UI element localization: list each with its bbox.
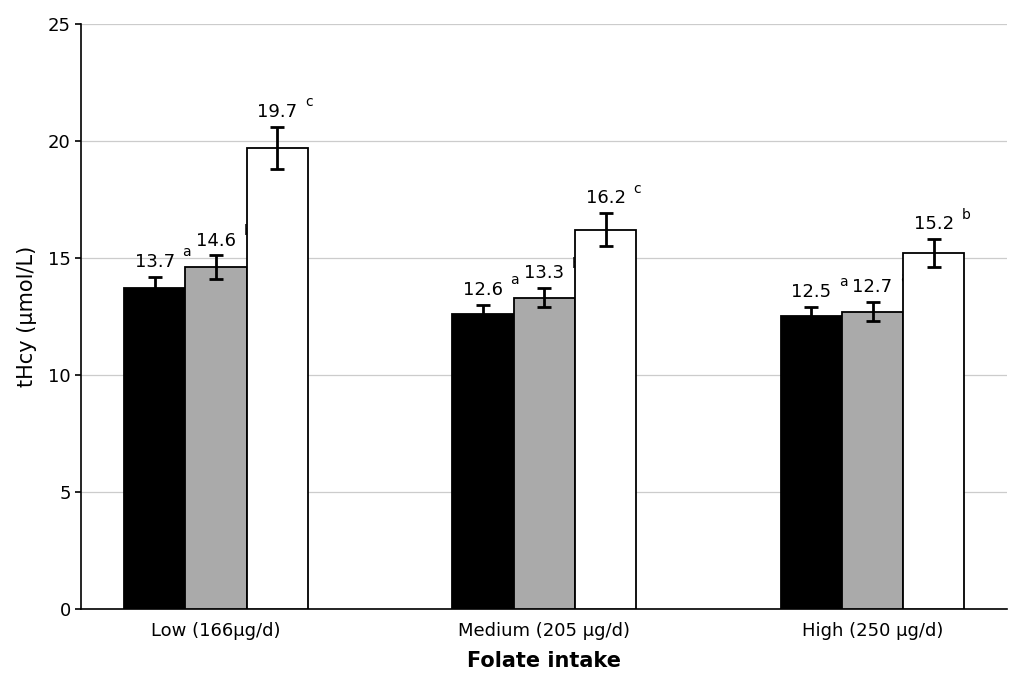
X-axis label: Folate intake: Folate intake bbox=[467, 652, 622, 671]
Text: 16.2: 16.2 bbox=[586, 189, 626, 208]
Bar bbox=[574, 230, 636, 609]
Bar bbox=[903, 253, 965, 609]
Bar bbox=[247, 148, 308, 609]
Text: c: c bbox=[633, 182, 641, 196]
Text: b: b bbox=[571, 257, 581, 270]
Text: 19.7: 19.7 bbox=[257, 103, 297, 121]
Text: a: a bbox=[839, 275, 848, 290]
Bar bbox=[453, 314, 514, 609]
Text: b: b bbox=[244, 224, 253, 238]
Text: 15.2: 15.2 bbox=[913, 215, 954, 233]
Text: a: a bbox=[900, 271, 908, 285]
Text: b: b bbox=[962, 208, 971, 222]
Text: c: c bbox=[305, 95, 312, 109]
Text: 13.7: 13.7 bbox=[135, 252, 175, 270]
Text: a: a bbox=[182, 245, 190, 259]
Text: a: a bbox=[511, 273, 519, 287]
Text: 14.6: 14.6 bbox=[196, 232, 236, 250]
Text: 12.6: 12.6 bbox=[463, 281, 503, 299]
Bar bbox=[124, 288, 185, 609]
Text: 12.7: 12.7 bbox=[852, 279, 893, 297]
Text: 13.3: 13.3 bbox=[524, 264, 564, 282]
Y-axis label: tHcy (μmol/L): tHcy (μmol/L) bbox=[16, 246, 37, 387]
Bar bbox=[514, 298, 574, 609]
Bar bbox=[185, 267, 247, 609]
Text: 12.5: 12.5 bbox=[792, 283, 831, 301]
Bar bbox=[842, 312, 903, 609]
Bar bbox=[780, 316, 842, 609]
